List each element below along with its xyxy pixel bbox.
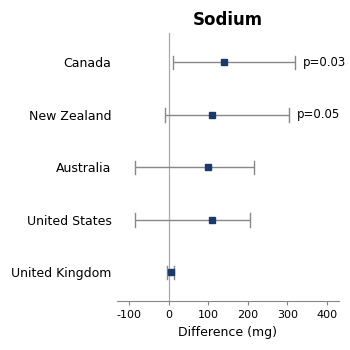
Text: p=0.03: p=0.03 bbox=[302, 56, 346, 69]
Title: Sodium: Sodium bbox=[193, 11, 263, 29]
Text: p=0.05: p=0.05 bbox=[296, 108, 340, 121]
X-axis label: Difference (mg): Difference (mg) bbox=[178, 326, 278, 339]
